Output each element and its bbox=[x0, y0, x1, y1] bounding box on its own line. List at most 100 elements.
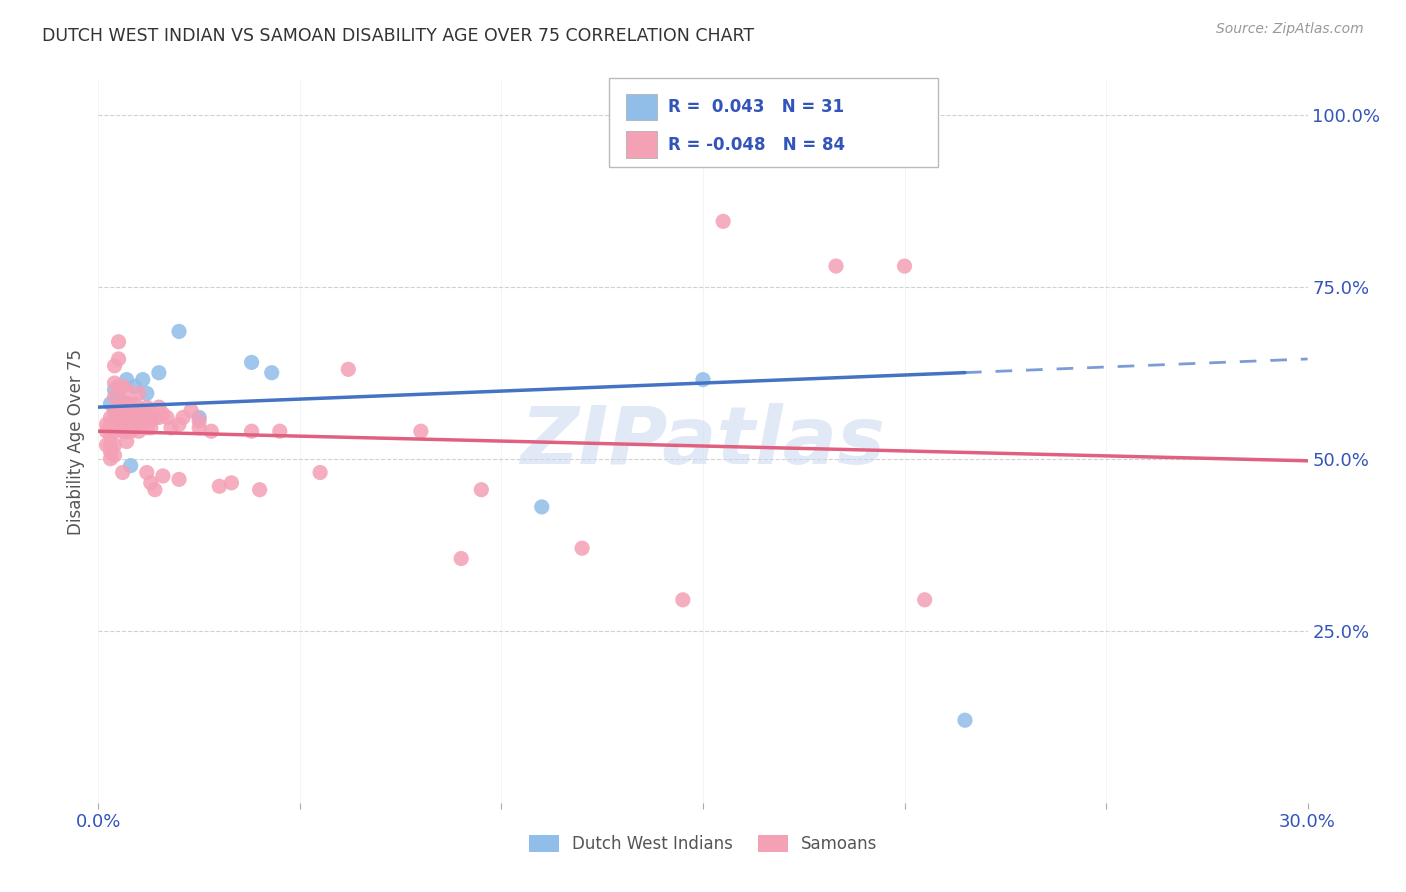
Text: DUTCH WEST INDIAN VS SAMOAN DISABILITY AGE OVER 75 CORRELATION CHART: DUTCH WEST INDIAN VS SAMOAN DISABILITY A… bbox=[42, 27, 754, 45]
Point bbox=[115, 424, 138, 438]
Point bbox=[152, 469, 174, 483]
Point bbox=[571, 541, 593, 556]
Point bbox=[103, 383, 125, 397]
Point bbox=[100, 427, 122, 442]
Point bbox=[111, 407, 134, 421]
Point bbox=[409, 424, 432, 438]
Point bbox=[180, 403, 202, 417]
Point bbox=[120, 397, 142, 411]
Point bbox=[221, 475, 243, 490]
Point bbox=[188, 421, 211, 435]
Point bbox=[111, 417, 134, 432]
Point bbox=[103, 410, 125, 425]
Point bbox=[128, 414, 150, 428]
Point bbox=[139, 410, 162, 425]
Point bbox=[115, 383, 138, 397]
Point bbox=[103, 359, 125, 373]
Point bbox=[953, 713, 976, 727]
Point bbox=[115, 407, 138, 421]
Point bbox=[208, 479, 231, 493]
Point bbox=[111, 424, 134, 438]
Point bbox=[120, 414, 142, 428]
Point bbox=[139, 403, 162, 417]
Point bbox=[132, 403, 155, 417]
Point bbox=[152, 407, 174, 421]
Point bbox=[115, 434, 138, 449]
Point bbox=[103, 390, 125, 404]
Point bbox=[167, 325, 190, 339]
Point bbox=[128, 386, 150, 401]
Point bbox=[135, 400, 157, 414]
Point bbox=[167, 417, 190, 432]
Point bbox=[96, 417, 118, 432]
Point bbox=[103, 424, 125, 438]
Point bbox=[167, 472, 190, 486]
Point bbox=[148, 410, 170, 425]
Point bbox=[240, 424, 263, 438]
Point bbox=[135, 421, 157, 435]
Point bbox=[139, 475, 162, 490]
Point bbox=[111, 421, 134, 435]
Point bbox=[692, 373, 714, 387]
Point bbox=[124, 421, 146, 435]
Point bbox=[107, 351, 129, 366]
Point bbox=[100, 397, 122, 411]
Point bbox=[711, 214, 734, 228]
Point bbox=[128, 403, 150, 417]
Point bbox=[115, 397, 138, 411]
Point bbox=[115, 417, 138, 432]
Point bbox=[450, 551, 472, 566]
Point bbox=[107, 410, 129, 425]
Text: R =  0.043   N = 31: R = 0.043 N = 31 bbox=[668, 98, 844, 116]
Point bbox=[103, 376, 125, 390]
Point bbox=[96, 424, 118, 438]
Point bbox=[269, 424, 291, 438]
Point bbox=[135, 386, 157, 401]
Point bbox=[115, 403, 138, 417]
Point bbox=[107, 417, 129, 432]
Point bbox=[124, 407, 146, 421]
Point bbox=[100, 438, 122, 452]
Point bbox=[240, 355, 263, 369]
Point bbox=[100, 410, 122, 425]
Point bbox=[124, 379, 146, 393]
Point bbox=[160, 421, 183, 435]
Point bbox=[470, 483, 492, 497]
Point bbox=[96, 438, 118, 452]
Point bbox=[139, 421, 162, 435]
Point bbox=[115, 373, 138, 387]
Point bbox=[893, 259, 915, 273]
Point bbox=[156, 410, 179, 425]
Point bbox=[124, 397, 146, 411]
Point bbox=[135, 410, 157, 425]
Point bbox=[672, 592, 695, 607]
Point bbox=[148, 366, 170, 380]
Point bbox=[100, 417, 122, 432]
Point bbox=[143, 410, 166, 425]
Point bbox=[100, 451, 122, 466]
Point bbox=[132, 373, 155, 387]
Point bbox=[120, 424, 142, 438]
Text: ZIPatlas: ZIPatlas bbox=[520, 402, 886, 481]
Point bbox=[249, 483, 271, 497]
Point bbox=[103, 438, 125, 452]
Point bbox=[128, 424, 150, 438]
Point bbox=[111, 466, 134, 480]
Point bbox=[124, 410, 146, 425]
Point bbox=[337, 362, 360, 376]
Point bbox=[172, 410, 194, 425]
Point bbox=[120, 407, 142, 421]
Point bbox=[107, 390, 129, 404]
Point bbox=[309, 466, 332, 480]
Point bbox=[260, 366, 283, 380]
Point bbox=[120, 458, 142, 473]
Point bbox=[111, 414, 134, 428]
Point bbox=[132, 414, 155, 428]
Point bbox=[200, 424, 222, 438]
Point bbox=[103, 403, 125, 417]
Point bbox=[128, 414, 150, 428]
Point bbox=[107, 410, 129, 425]
Point bbox=[120, 421, 142, 435]
Point bbox=[111, 379, 134, 393]
Point bbox=[107, 407, 129, 421]
